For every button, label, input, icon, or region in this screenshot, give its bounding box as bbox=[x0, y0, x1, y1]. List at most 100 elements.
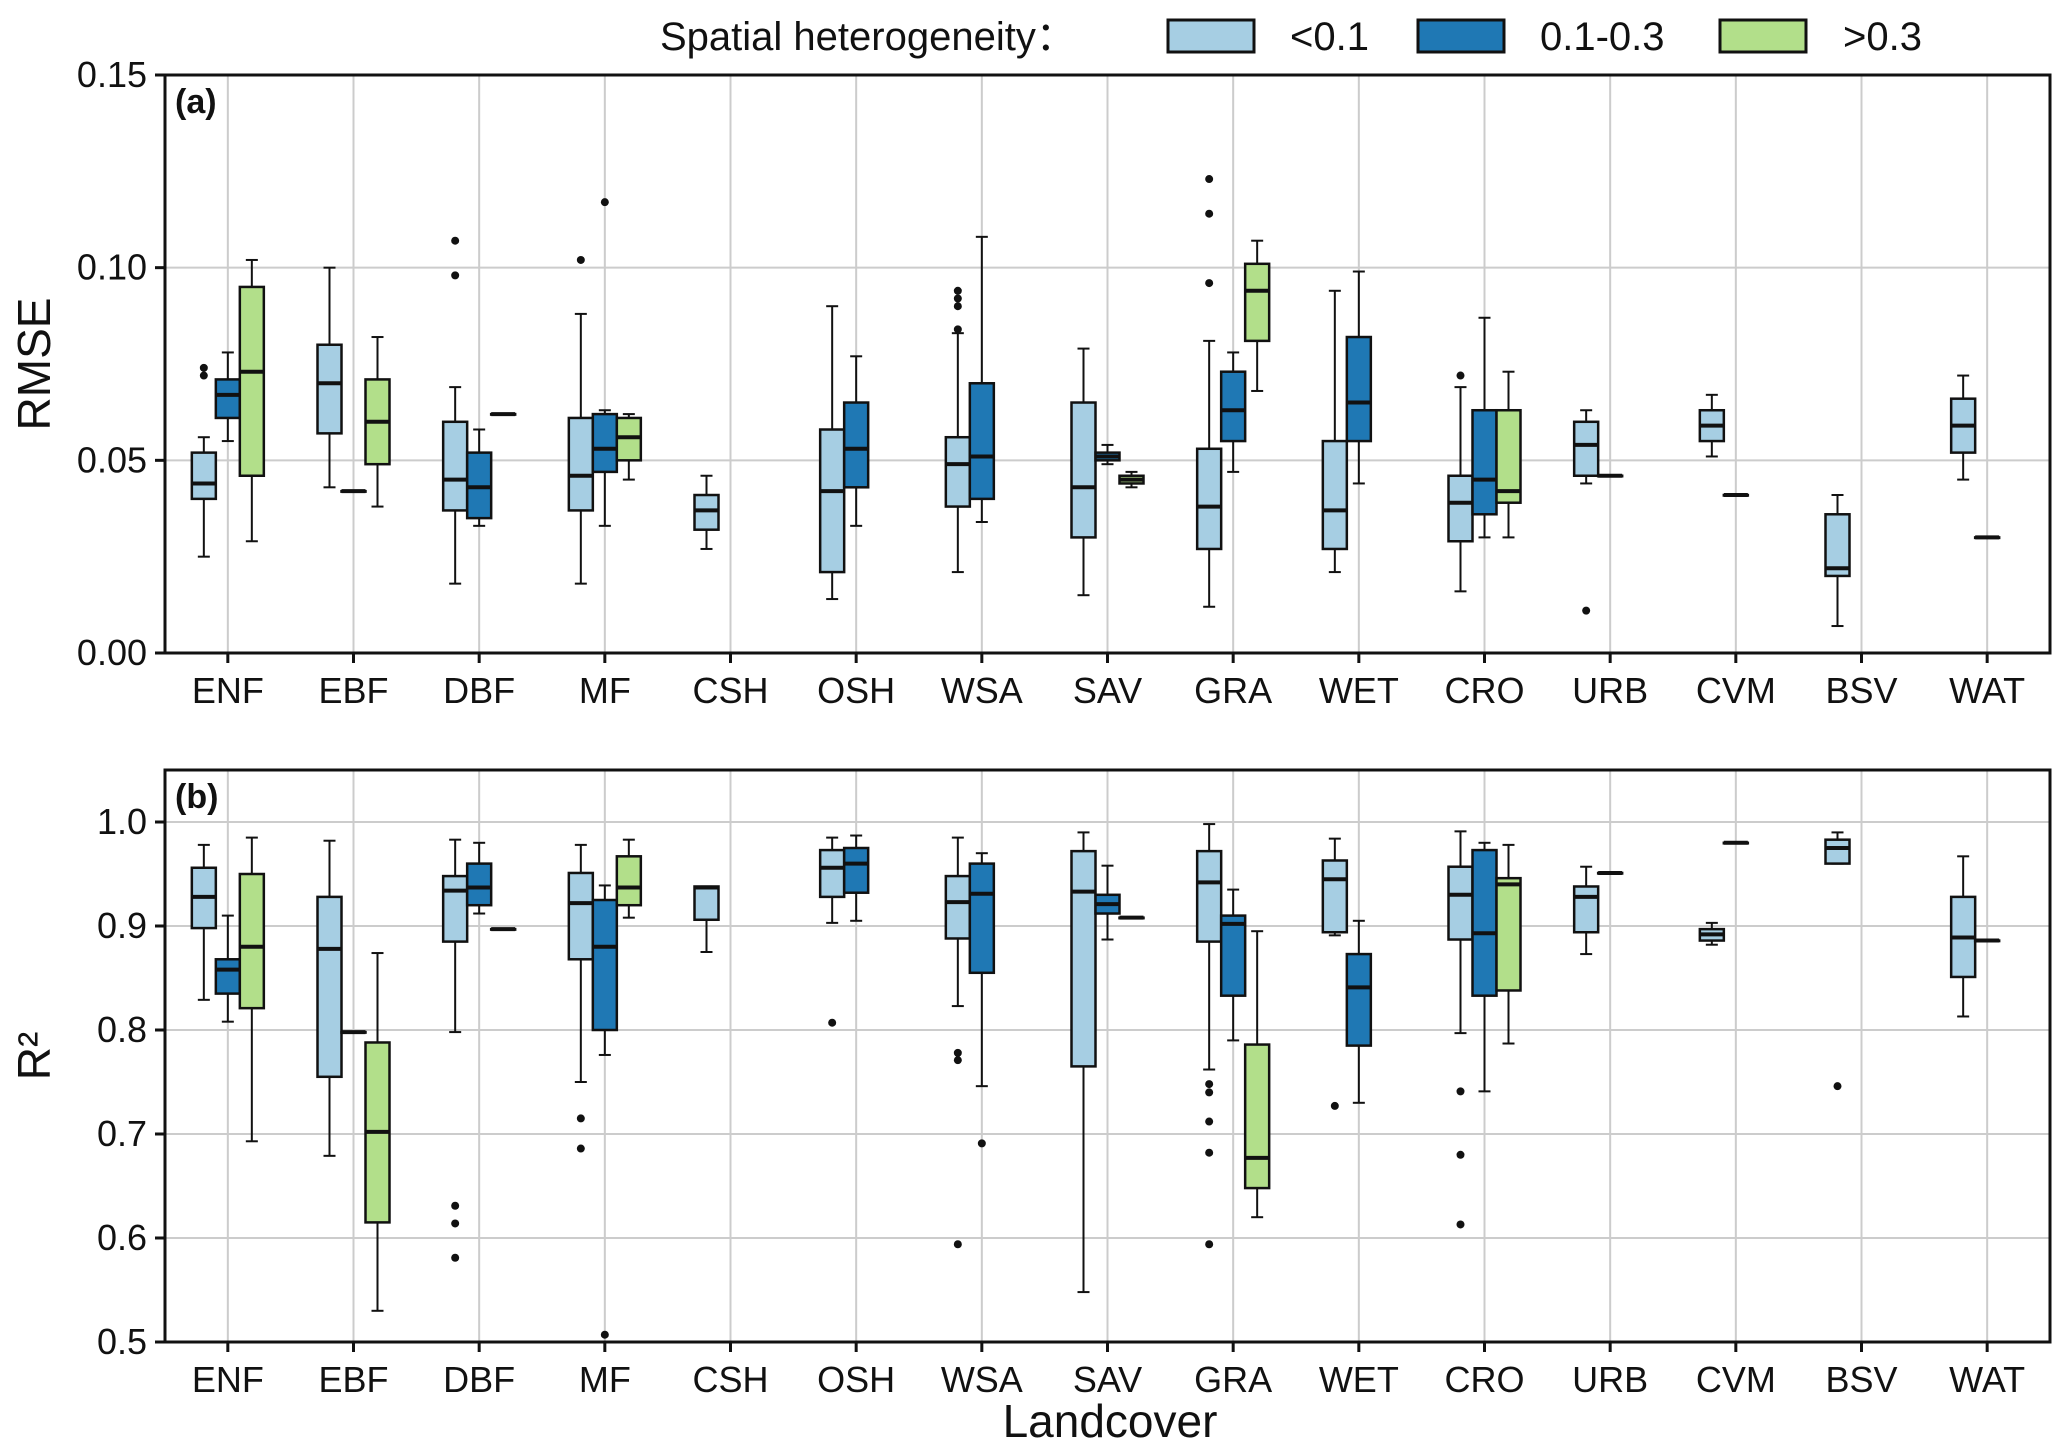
flier-wsa-g1-2 bbox=[953, 1240, 962, 1249]
xtick-label-enf: ENF bbox=[192, 1359, 264, 1400]
box-cro-g3 bbox=[1495, 408, 1522, 504]
ytick-label-3: 0.8 bbox=[97, 1009, 147, 1050]
box-gra-g2 bbox=[1219, 914, 1247, 997]
box-sav-g1 bbox=[1070, 401, 1097, 539]
flier-cro-g1-1 bbox=[1456, 1150, 1465, 1159]
box-dbf-g2 bbox=[465, 862, 493, 907]
box-wet-g2 bbox=[1345, 335, 1373, 443]
xtick-label-bsv: BSV bbox=[1825, 1359, 1897, 1400]
flier-enf-g1-1 bbox=[199, 363, 208, 372]
xtick-label-ebf: EBF bbox=[318, 670, 388, 711]
box-mf-g2 bbox=[591, 412, 619, 474]
xtick-label-wat: WAT bbox=[1949, 670, 2025, 711]
flier-wsa-g1-3 bbox=[953, 286, 962, 295]
legend-label-2: 0.1-0.3 bbox=[1540, 15, 1665, 59]
legend-label-3: >0.3 bbox=[1843, 15, 1922, 59]
box-wsa-g1 bbox=[944, 435, 972, 508]
box-osh-g2 bbox=[842, 846, 870, 894]
flier-wsa-g1-2 bbox=[953, 294, 962, 303]
legend-swatch-2 bbox=[1416, 18, 1506, 54]
flier-gra-g1-0 bbox=[1205, 1080, 1214, 1089]
box-cro-g1 bbox=[1447, 865, 1474, 941]
flier-cro-g1-0 bbox=[1456, 1087, 1465, 1096]
xtick-label-wet: WET bbox=[1319, 1359, 1399, 1400]
box-sav-g1 bbox=[1070, 849, 1097, 1068]
flier-dbf-g1-0 bbox=[451, 1201, 460, 1210]
flier-bsv-g1-0 bbox=[1833, 1082, 1842, 1091]
xtick-label-urb: URB bbox=[1572, 670, 1648, 711]
legend-swatch-3 bbox=[1718, 18, 1808, 54]
flier-wsa-g2-0 bbox=[977, 1139, 986, 1148]
xtick-label-dbf: DBF bbox=[443, 1359, 515, 1400]
flier-cro-g1-2 bbox=[1456, 1220, 1465, 1229]
xtick-label-osh: OSH bbox=[817, 1359, 895, 1400]
flier-mf-g1-0 bbox=[576, 255, 585, 264]
flier-mf-g1-1 bbox=[576, 1144, 585, 1153]
flier-wet-g1-0 bbox=[1330, 1101, 1339, 1110]
box-dbf-g1 bbox=[441, 420, 469, 512]
flier-wsa-g1-0 bbox=[953, 325, 962, 334]
flier-gra-g1-0 bbox=[1205, 279, 1214, 288]
box-osh-g2 bbox=[842, 401, 870, 489]
box-wsa-g2 bbox=[968, 862, 996, 975]
xtick-label-gra: GRA bbox=[1194, 1359, 1272, 1400]
box-cro-g1 bbox=[1447, 474, 1474, 543]
ytick-label-1: 0.6 bbox=[97, 1217, 147, 1258]
flier-wsa-g1-1 bbox=[953, 302, 962, 311]
box-mf-g1 bbox=[567, 416, 595, 512]
box-urb-g1 bbox=[1572, 885, 1600, 934]
xtick-label-cvm: CVM bbox=[1696, 670, 1776, 711]
ytick-label-3: 0.15 bbox=[77, 54, 147, 95]
xtick-label-wet: WET bbox=[1319, 670, 1399, 711]
xtick-label-dbf: DBF bbox=[443, 670, 515, 711]
xtick-label-mf: MF bbox=[579, 1359, 631, 1400]
flier-gra-g1-1 bbox=[1205, 209, 1214, 218]
xtick-label-cvm: CVM bbox=[1696, 1359, 1776, 1400]
flier-cro-g1-0 bbox=[1456, 371, 1465, 380]
xtick-label-wat: WAT bbox=[1949, 1359, 2025, 1400]
flier-gra-g1-3 bbox=[1205, 1148, 1214, 1157]
flier-enf-g1-0 bbox=[199, 371, 208, 380]
flier-gra-g1-2 bbox=[1205, 1117, 1214, 1126]
box-gra-g1 bbox=[1195, 849, 1223, 943]
xtick-label-gra: GRA bbox=[1194, 670, 1272, 711]
box-mf-g1 bbox=[567, 871, 595, 961]
box-cro-g2 bbox=[1471, 848, 1498, 997]
xtick-label-urb: URB bbox=[1572, 1359, 1648, 1400]
box-enf-g1 bbox=[190, 451, 218, 501]
xtick-label-ebf: EBF bbox=[318, 1359, 388, 1400]
flier-wsa-g1-1 bbox=[953, 1056, 962, 1065]
flier-gra-g1-2 bbox=[1205, 175, 1214, 184]
box-gra-g1 bbox=[1195, 447, 1223, 551]
box-ebf-g1 bbox=[316, 895, 343, 1079]
box-wet-g1 bbox=[1321, 439, 1349, 551]
flier-osh-g1-0 bbox=[828, 1018, 837, 1027]
ytick-label-5: 1.0 bbox=[97, 801, 147, 842]
ytick-label-2: 0.10 bbox=[77, 247, 147, 288]
box-wsa-g1 bbox=[944, 874, 972, 940]
y-axis-title: RMSE bbox=[8, 298, 60, 431]
box-enf-g2 bbox=[214, 958, 242, 995]
xtick-label-cro: CRO bbox=[1445, 670, 1525, 711]
box-osh-g1 bbox=[818, 848, 846, 899]
box-gra-g3 bbox=[1243, 1043, 1271, 1190]
flier-gra-g1-4 bbox=[1205, 1240, 1214, 1249]
xtick-label-bsv: BSV bbox=[1825, 670, 1897, 711]
xtick-label-wsa: WSA bbox=[941, 670, 1023, 711]
y-axis-title: R² bbox=[8, 1032, 60, 1081]
panel-label: (b) bbox=[175, 778, 218, 816]
box-csh-g1 bbox=[693, 885, 720, 922]
box-enf-g3 bbox=[238, 285, 266, 477]
box-wsa-g2 bbox=[968, 382, 996, 501]
xtick-label-osh: OSH bbox=[817, 670, 895, 711]
xtick-label-sav: SAV bbox=[1073, 1359, 1142, 1400]
ytick-label-2: 0.7 bbox=[97, 1113, 147, 1154]
box-cro-g3 bbox=[1495, 876, 1522, 992]
ytick-label-4: 0.9 bbox=[97, 905, 147, 946]
xtick-label-csh: CSH bbox=[692, 1359, 768, 1400]
box-dbf-g1 bbox=[441, 874, 469, 943]
box-mf-g3 bbox=[615, 855, 643, 907]
panel-b-r2: 0.5 0.6 0.7 0.8 0.9 1.0 ENF EBF DBF MF CSH OSH WSA SA… bbox=[8, 768, 2052, 1400]
box-gra-g2 bbox=[1219, 370, 1247, 443]
xtick-label-cro: CRO bbox=[1445, 1359, 1525, 1400]
